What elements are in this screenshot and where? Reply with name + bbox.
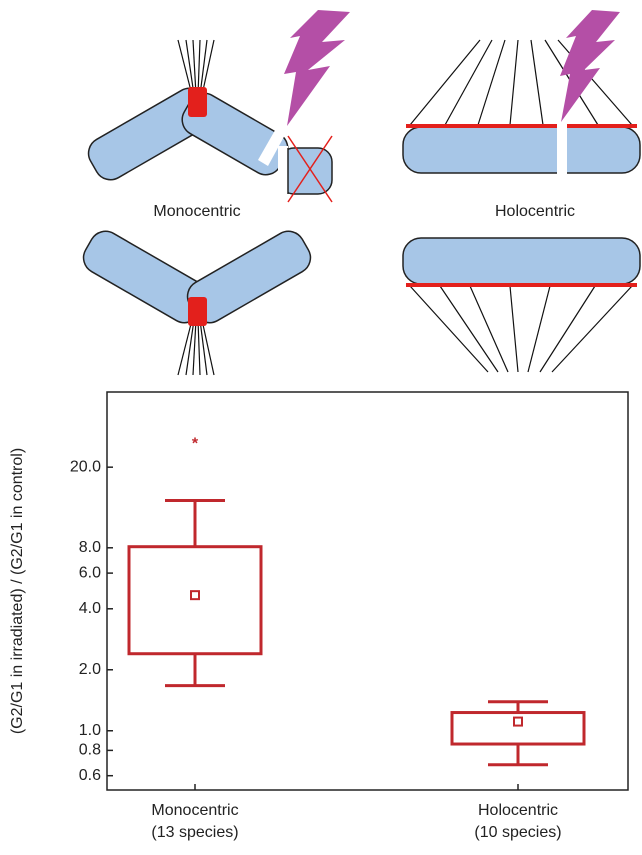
y-axis-label: (G2/G1 in irradiated) / (G2/G1 in contro… xyxy=(9,448,26,734)
x-tick-label: Holocentric xyxy=(478,802,558,819)
monocentric-diagram-bottom xyxy=(78,225,317,375)
mean-marker xyxy=(514,718,522,726)
y-tick-label: 0.6 xyxy=(79,767,101,784)
diagram-label: Holocentric xyxy=(495,203,575,220)
mean-marker xyxy=(191,591,199,599)
y-tick-label: 6.0 xyxy=(79,564,101,581)
holocentric-diagram-bottom xyxy=(403,238,640,372)
holocentric-diagram-top xyxy=(403,10,640,176)
x-tick-note: (10 species) xyxy=(474,824,561,841)
monocentric-diagram-top xyxy=(83,10,350,202)
y-tick-label: 2.0 xyxy=(79,661,101,678)
y-tick-label: 8.0 xyxy=(79,539,101,556)
box xyxy=(129,547,261,654)
y-tick-label: 1.0 xyxy=(79,722,101,739)
outlier: * xyxy=(192,436,199,453)
figure: Monocentric Holocentric (G2/G1 i xyxy=(0,0,642,850)
diagram-label: Monocentric xyxy=(153,203,240,220)
y-tick-label: 4.0 xyxy=(79,600,101,617)
x-tick-label: Monocentric xyxy=(151,802,238,819)
y-tick-label: 20.0 xyxy=(70,458,101,475)
x-tick-note: (13 species) xyxy=(151,824,238,841)
plot-frame xyxy=(107,392,628,790)
y-tick-label: 0.8 xyxy=(79,742,101,759)
